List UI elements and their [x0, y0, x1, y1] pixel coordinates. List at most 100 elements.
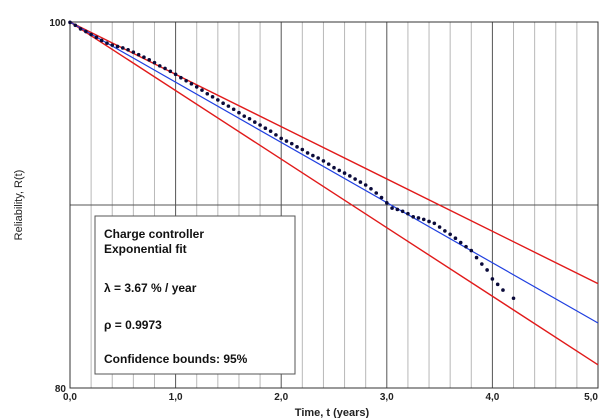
x-tick-label: 5,0: [584, 392, 598, 403]
data-point: [416, 216, 421, 220]
data-point: [437, 225, 442, 229]
data-point: [274, 133, 278, 137]
data-point: [110, 43, 115, 47]
data-point: [458, 240, 463, 245]
x-axis-label: Time, t (years): [295, 407, 370, 418]
legend-title-line1: Charge controller: [104, 227, 204, 241]
x-tick-label: 3,0: [380, 392, 394, 403]
data-point: [348, 174, 352, 178]
data-point: [99, 38, 104, 43]
data-point: [253, 120, 257, 124]
data-point: [279, 136, 284, 141]
data-point: [390, 206, 394, 210]
data-point: [205, 91, 210, 96]
data-point: [179, 75, 183, 80]
data-point: [142, 55, 146, 59]
data-point: [126, 47, 130, 52]
data-point: [147, 58, 151, 62]
data-point: [131, 50, 136, 54]
data-point: [379, 195, 384, 200]
data-point: [490, 277, 495, 281]
data-point: [221, 101, 225, 105]
data-point: [421, 217, 426, 222]
data-point: [342, 171, 347, 175]
data-point: [89, 32, 93, 37]
data-point: [369, 187, 373, 191]
data-point: [237, 110, 241, 115]
data-point: [268, 129, 273, 133]
data-point: [247, 116, 252, 121]
data-point: [189, 82, 194, 86]
data-point: [432, 221, 437, 226]
data-point: [73, 23, 78, 28]
legend-frame: [94, 215, 296, 375]
data-point: [136, 52, 141, 57]
data-point: [263, 126, 268, 131]
data-point: [480, 262, 484, 266]
data-points: [68, 20, 516, 301]
data-point: [337, 168, 342, 173]
data-point: [374, 191, 379, 195]
data-point: [226, 104, 231, 108]
data-point: [115, 44, 120, 49]
data-point: [94, 35, 99, 40]
data-point: [152, 60, 157, 65]
data-point: [511, 296, 516, 301]
legend-box: Charge controller Exponential fit λ = 3.…: [94, 215, 296, 375]
data-point: [464, 244, 468, 249]
data-point: [427, 219, 431, 224]
data-point: [68, 20, 72, 25]
data-point: [321, 159, 326, 163]
data-point: [495, 282, 500, 287]
data-point: [443, 229, 447, 233]
y-tick-label: 100: [49, 18, 66, 29]
data-point: [358, 180, 363, 184]
data-point: [448, 232, 452, 237]
data-point: [242, 114, 247, 118]
y-tick-labels: 100 80: [49, 18, 66, 395]
exponential-fit-line: [69, 21, 599, 324]
data-point: [453, 236, 458, 241]
data-point: [363, 183, 368, 187]
data-point: [216, 98, 220, 102]
data-point: [311, 153, 315, 158]
data-point: [469, 248, 474, 253]
x-tick-label: 2,0: [274, 392, 288, 403]
data-point: [395, 207, 400, 212]
x-tick-label: 1,0: [169, 392, 183, 403]
data-point: [474, 255, 479, 260]
data-point: [289, 141, 294, 146]
data-point: [157, 64, 162, 68]
legend-confidence: Confidence bounds: 95%: [104, 352, 248, 366]
legend-lambda: λ = 3.67 % / year: [104, 281, 197, 295]
legend-title-line2: Exponential fit: [104, 242, 187, 256]
x-tick-label: 0,0: [63, 392, 77, 403]
data-point: [78, 27, 83, 31]
data-point: [332, 165, 336, 170]
data-point: [194, 85, 199, 89]
data-point: [163, 66, 167, 71]
data-point: [210, 95, 215, 99]
data-point: [326, 162, 331, 166]
lower-confidence-bound-line: [69, 21, 599, 366]
data-point: [231, 107, 236, 112]
data-point: [353, 177, 357, 181]
data-point: [316, 156, 320, 160]
data-point: [406, 211, 410, 216]
data-point: [501, 288, 505, 292]
gridlines: [70, 22, 598, 388]
plot-border: [69, 21, 599, 389]
data-point: [121, 46, 125, 50]
data-point: [305, 151, 310, 155]
data-point: [168, 69, 173, 74]
data-point: [284, 139, 289, 143]
x-tick-label: 4,0: [485, 392, 499, 403]
y-tick-label: 80: [55, 384, 67, 395]
data-point: [173, 72, 178, 77]
data-point: [300, 147, 305, 152]
x-tick-labels: 0,0 1,0 2,0 3,0 4,0 5,0: [63, 392, 598, 403]
data-point: [84, 29, 88, 34]
data-point: [400, 209, 405, 214]
data-point: [385, 201, 389, 205]
